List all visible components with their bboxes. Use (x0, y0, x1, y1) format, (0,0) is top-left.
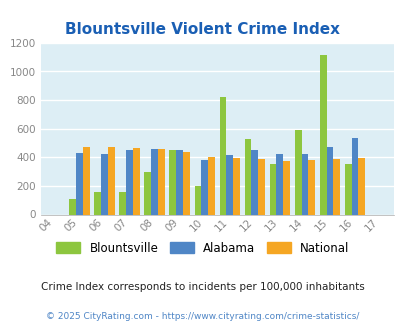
Bar (283, 161, 289, 214)
Bar (344, 164, 351, 214)
Legend: Blountsville, Alabama, National: Blountsville, Alabama, National (51, 237, 354, 259)
Bar (132, 148, 139, 214)
Bar (351, 138, 358, 214)
Bar (119, 192, 126, 214)
Bar (269, 164, 276, 214)
Bar (226, 155, 232, 214)
Text: © 2025 CityRating.com - https://www.cityrating.com/crime-statistics/: © 2025 CityRating.com - https://www.city… (46, 312, 359, 321)
Bar (176, 150, 183, 214)
Bar (69, 199, 76, 214)
Bar (144, 172, 151, 214)
Bar (307, 160, 314, 214)
Bar (326, 147, 333, 214)
Bar (101, 154, 108, 214)
Bar (169, 150, 176, 214)
Bar (194, 186, 201, 215)
Bar (201, 160, 207, 214)
Bar (251, 150, 258, 214)
Bar (108, 147, 114, 214)
Bar (158, 149, 164, 214)
Bar (232, 158, 239, 214)
Bar (76, 153, 83, 214)
Text: Blountsville Violent Crime Index: Blountsville Violent Crime Index (65, 22, 340, 37)
Bar (301, 154, 307, 214)
Bar (333, 159, 339, 214)
Bar (276, 154, 283, 214)
Bar (244, 139, 251, 214)
Text: Crime Index corresponds to incidents per 100,000 inhabitants: Crime Index corresponds to incidents per… (41, 282, 364, 292)
Bar (294, 130, 301, 214)
Bar (83, 147, 90, 214)
Bar (151, 149, 158, 214)
Bar (319, 55, 326, 214)
Bar (126, 150, 132, 214)
Bar (219, 96, 226, 214)
Bar (358, 158, 364, 214)
Bar (258, 159, 264, 214)
Bar (183, 152, 189, 214)
Bar (207, 157, 214, 214)
Bar (94, 192, 101, 214)
